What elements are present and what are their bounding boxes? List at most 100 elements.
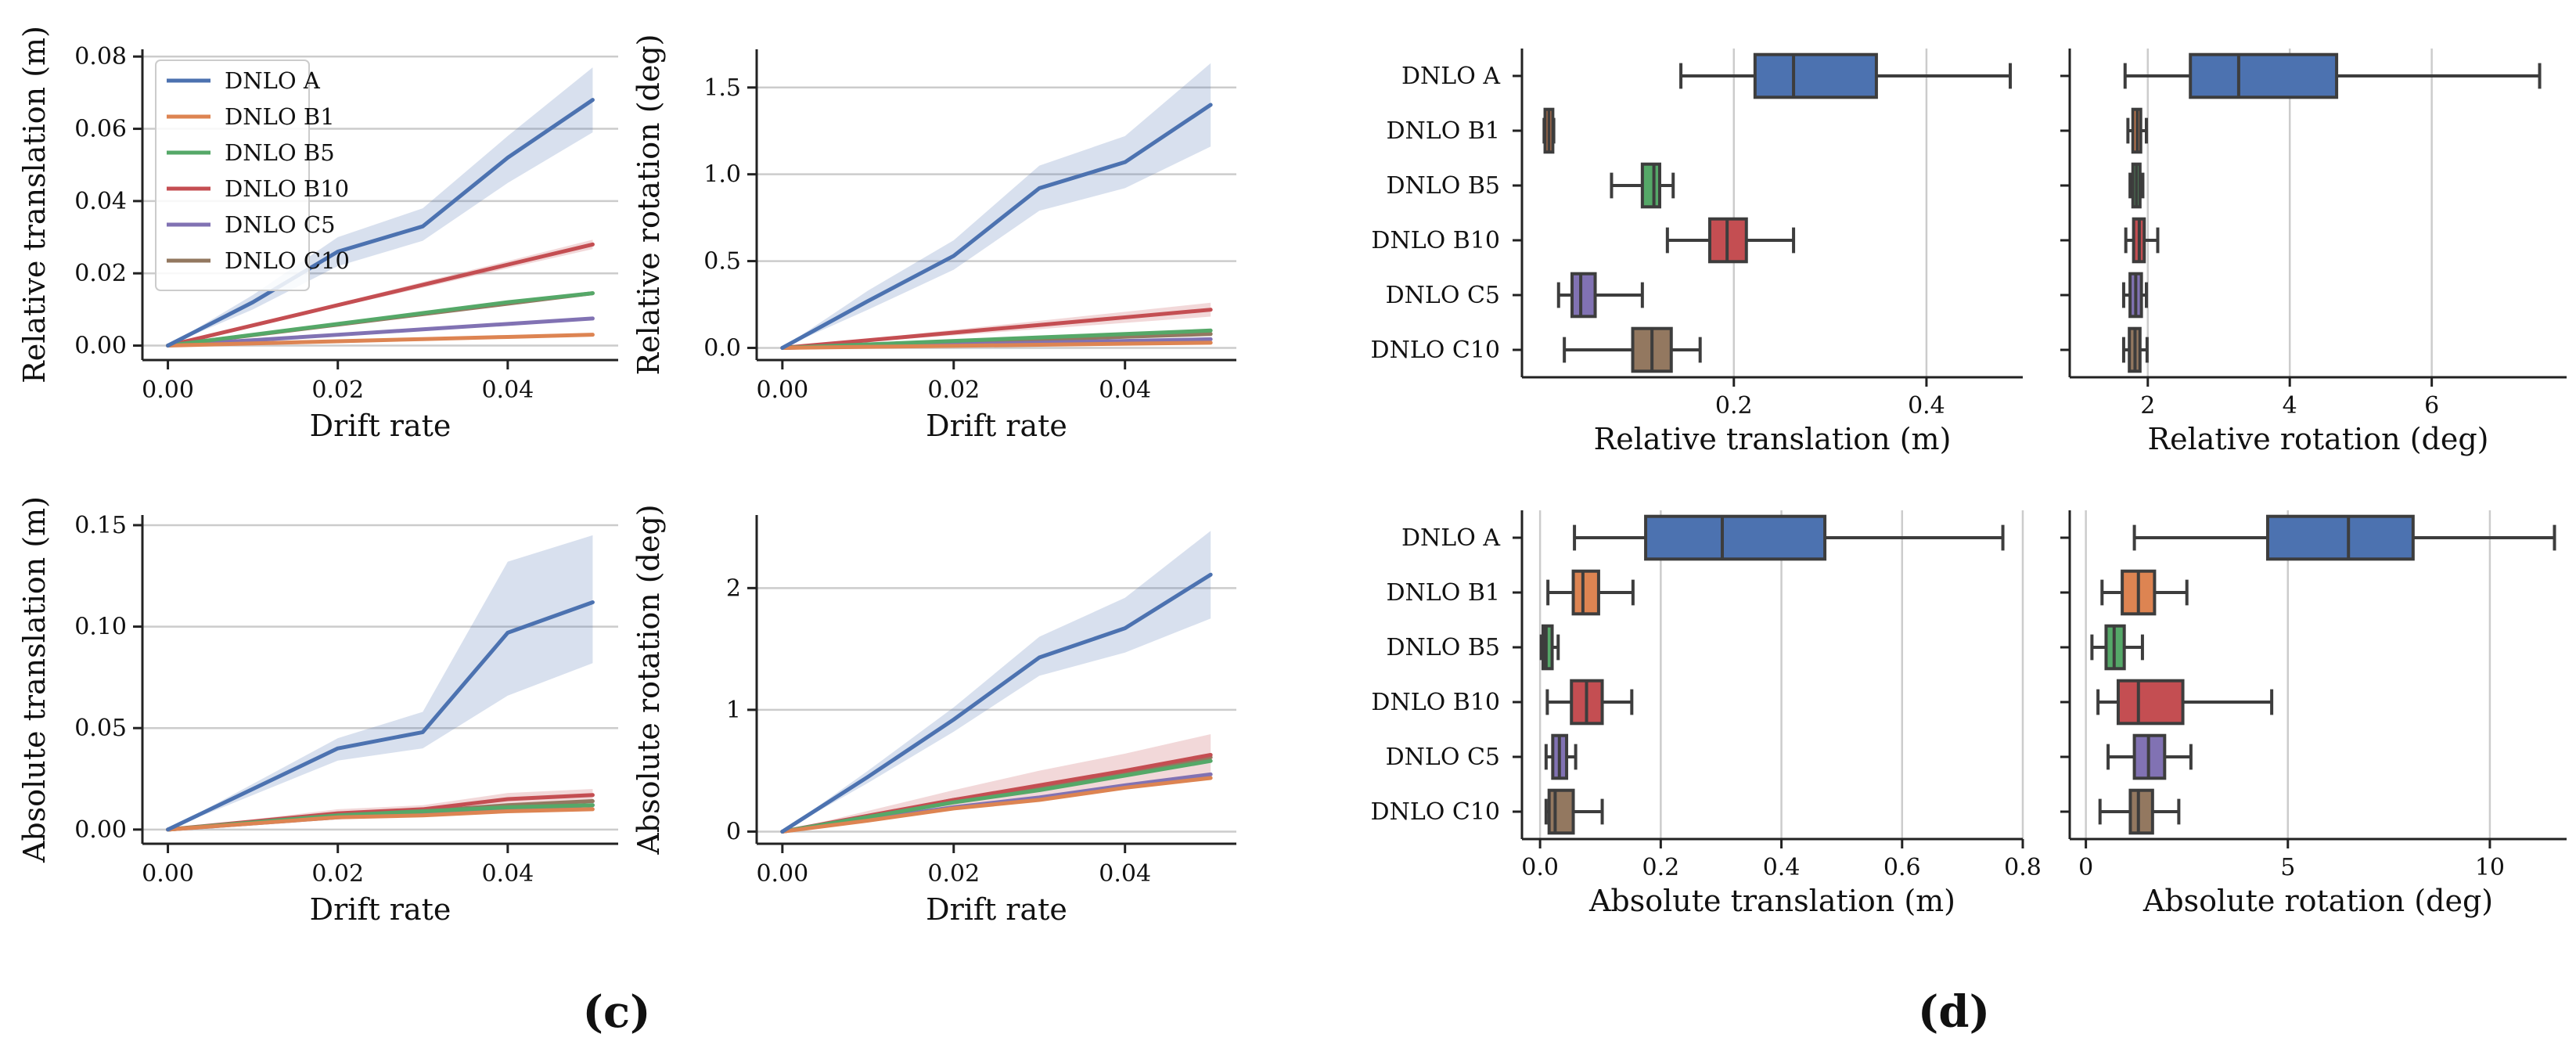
panel-relative-translation-lines: 0.00 0.02 0.04 0.06 0.08 0.00 0.02 0.04 Drift ra… [17,26,618,443]
c-rel-rot-x-tick-label: 0.02 [927,376,980,404]
legend-label-dnlo-b5: DNLO B5 [225,139,335,166]
panel-label-c: (c) [582,986,650,1038]
d-abs-trans-x-tick-label: 0.0 [1521,854,1559,881]
d-abs-rot-x-tick-label: 5 [2280,854,2295,881]
d-rel-trans-category-label: DNLO C10 [1371,337,1500,364]
c-rel-trans-y-tick-label: 0.00 [74,333,127,360]
d-rel-trans-category-label: DNLO B5 [1387,172,1501,200]
d-abs-rot-x-axis-label: Absolute rotation (deg) [2142,884,2493,918]
c-abs-trans-y-tick-label: 0.10 [74,614,127,641]
d-rel-rot-box-dnlo-a [2189,52,2339,99]
c-abs-rot-y-tick-label: 2 [726,575,741,602]
panel-relative-rotation-lines: 0.0 0.5 1.0 1.5 0.00 0.02 0.04 Drift rate Relati… [631,34,1236,443]
d-abs-trans-category-label: DNLO B1 [1387,579,1501,607]
legend-label-dnlo-c5: DNLO C5 [225,211,336,238]
d-abs-trans-category-label: DNLO B5 [1387,634,1501,661]
c-rel-trans-y-tick-label: 0.08 [74,43,127,70]
legend-label-dnlo-c10: DNLO C10 [225,247,350,274]
c-rel-rot-y-tick-label: 1.0 [703,161,741,189]
c-abs-rot-y-tick-label: 1 [726,697,741,724]
panel-absolute-rotation-boxes: 0 5 10 Absolute rotation (deg) [2060,510,2567,918]
c-rel-rot-y-tick-label: 0.0 [703,334,741,362]
d-rel-trans-box-dnlo-c5 [1570,272,1597,319]
d-abs-rot-box-dnlo-b10 [2116,679,2185,726]
d-abs-trans-x-tick-label: 0.6 [1883,854,1921,881]
d-abs-trans-box-dnlo-a [1644,514,1827,561]
c-abs-rot-series-dnlo-a [780,572,1213,834]
c-abs-trans-x-tick-label: 0.02 [311,860,364,888]
c-rel-rot-series-dnlo-b10 [780,308,1213,350]
c-abs-rot-y-axis-label: Absolute rotation (deg) [631,504,666,855]
d-rel-trans-box-dnlo-a [1753,52,1878,99]
d-rel-rot-x-tick-label: 4 [2283,392,2297,420]
c-rel-rot-x-tick-label: 0.00 [756,376,808,404]
c-rel-trans-series-dnlo-b10 [166,242,595,348]
d-rel-rot-x-tick-label: 2 [2140,392,2155,420]
c-abs-rot-x-tick-label: 0.04 [1099,860,1151,888]
c-abs-trans-band-dnlo-a [167,535,593,830]
c-abs-trans-series-dnlo-b1 [166,807,595,832]
d-abs-rot-x-tick-label: 0 [2078,854,2093,881]
panel-absolute-rotation-lines: 0 1 2 0.00 0.02 0.04 Drift rate Absolute rotati… [631,504,1236,927]
c-abs-trans-y-tick-label: 0.00 [74,816,127,844]
legend-label-dnlo-b10: DNLO B10 [225,175,349,202]
d-abs-trans-category-label: DNLO A [1401,524,1500,552]
d-abs-rot-box-dnlo-a [2265,514,2415,561]
c-rel-trans-series-dnlo-b1 [166,333,595,348]
d-rel-rot-x-axis-label: Relative rotation (deg) [2148,422,2489,456]
c-rel-trans-x-axis-label: Drift rate [310,409,452,443]
c-rel-rot-series-dnlo-b1 [780,340,1213,350]
d-abs-trans-box-dnlo-b1 [1571,569,1600,616]
d-rel-trans-box-dnlo-b5 [1640,162,1662,209]
d-abs-trans-box-dnlo-c10 [1547,788,1575,835]
c-rel-trans-series-dnlo-b5 [166,291,595,348]
d-rel-trans-category-label: DNLO B10 [1371,227,1500,254]
c-rel-trans-y-tick-label: 0.06 [74,116,127,143]
d-abs-rot-x-tick-label: 10 [2475,854,2505,881]
c-abs-rot-x-tick-label: 0.00 [756,860,808,888]
c-abs-rot-band-dnlo-a [782,531,1211,832]
c-rel-rot-x-axis-label: Drift rate [926,409,1067,443]
c-abs-rot-series-dnlo-b1 [780,776,1213,834]
c-abs-trans-y-tick-label: 0.15 [74,512,127,539]
d-abs-trans-category-label: DNLO B10 [1371,689,1500,716]
panel-label-d: (d) [1918,986,1990,1038]
c-abs-trans-series-dnlo-a [166,600,595,832]
legend: DNLO A DNLO B1 DNLO B5 DNLO B10 DNLO C5 DNLO … [155,59,350,291]
d-rel-trans-x-tick-label: 0.4 [1908,392,1945,420]
c-abs-trans-x-tick-label: 0.00 [142,860,194,888]
c-rel-trans-y-axis-label: Relative translation (m) [17,26,52,384]
d-abs-trans-category-label: DNLO C5 [1386,744,1500,771]
c-abs-rot-series-dnlo-b5 [780,758,1213,834]
c-abs-rot-band-dnlo-b10 [782,734,1211,832]
d-rel-trans-x-tick-label: 0.2 [1715,392,1753,420]
c-abs-rot-y-tick-label: 0 [726,818,741,845]
d-abs-rot-box-dnlo-c10 [2128,788,2154,835]
legend-label-dnlo-b1: DNLO B1 [225,103,335,130]
d-abs-trans-x-tick-label: 0.2 [1642,854,1679,881]
d-abs-trans-category-label: DNLO C10 [1371,798,1500,826]
c-abs-trans-y-axis-label: Absolute translation (m) [17,496,52,863]
c-rel-rot-band-dnlo-a [782,63,1211,348]
c-rel-trans-x-tick-label: 0.04 [481,376,534,404]
c-rel-trans-x-tick-label: 0.02 [311,376,364,404]
panel-absolute-translation-lines: 0.00 0.05 0.10 0.15 0.00 0.02 0.04 Drift rate Ab… [17,496,618,927]
c-rel-trans-x-tick-label: 0.00 [142,376,194,404]
c-abs-rot-x-tick-label: 0.02 [927,860,980,888]
c-rel-trans-series-dnlo-a [166,98,595,348]
c-rel-rot-series-dnlo-a [780,103,1213,350]
c-rel-rot-y-tick-label: 0.5 [703,248,741,276]
c-rel-rot-series-dnlo-b5 [780,328,1213,350]
c-rel-trans-series-dnlo-c5 [166,316,595,348]
panel-absolute-translation-boxes: DNLO A DNLO B1 DNLO B5 DNLO B10 DNLO C5 DNLO … [1371,510,2042,918]
c-abs-trans-y-tick-label: 0.05 [74,715,127,742]
d-rel-trans-category-label: DNLO A [1401,63,1500,90]
d-rel-trans-category-label: DNLO C5 [1386,282,1500,309]
c-rel-trans-y-tick-label: 0.04 [74,188,127,215]
c-abs-trans-x-axis-label: Drift rate [310,892,452,927]
d-abs-trans-x-tick-label: 0.4 [1763,854,1801,881]
c-rel-trans-y-tick-label: 0.02 [74,260,127,287]
panel-relative-translation-boxes: DNLO A DNLO B1 DNLO B5 DNLO B10 DNLO C5 DNLO … [1371,49,2023,456]
